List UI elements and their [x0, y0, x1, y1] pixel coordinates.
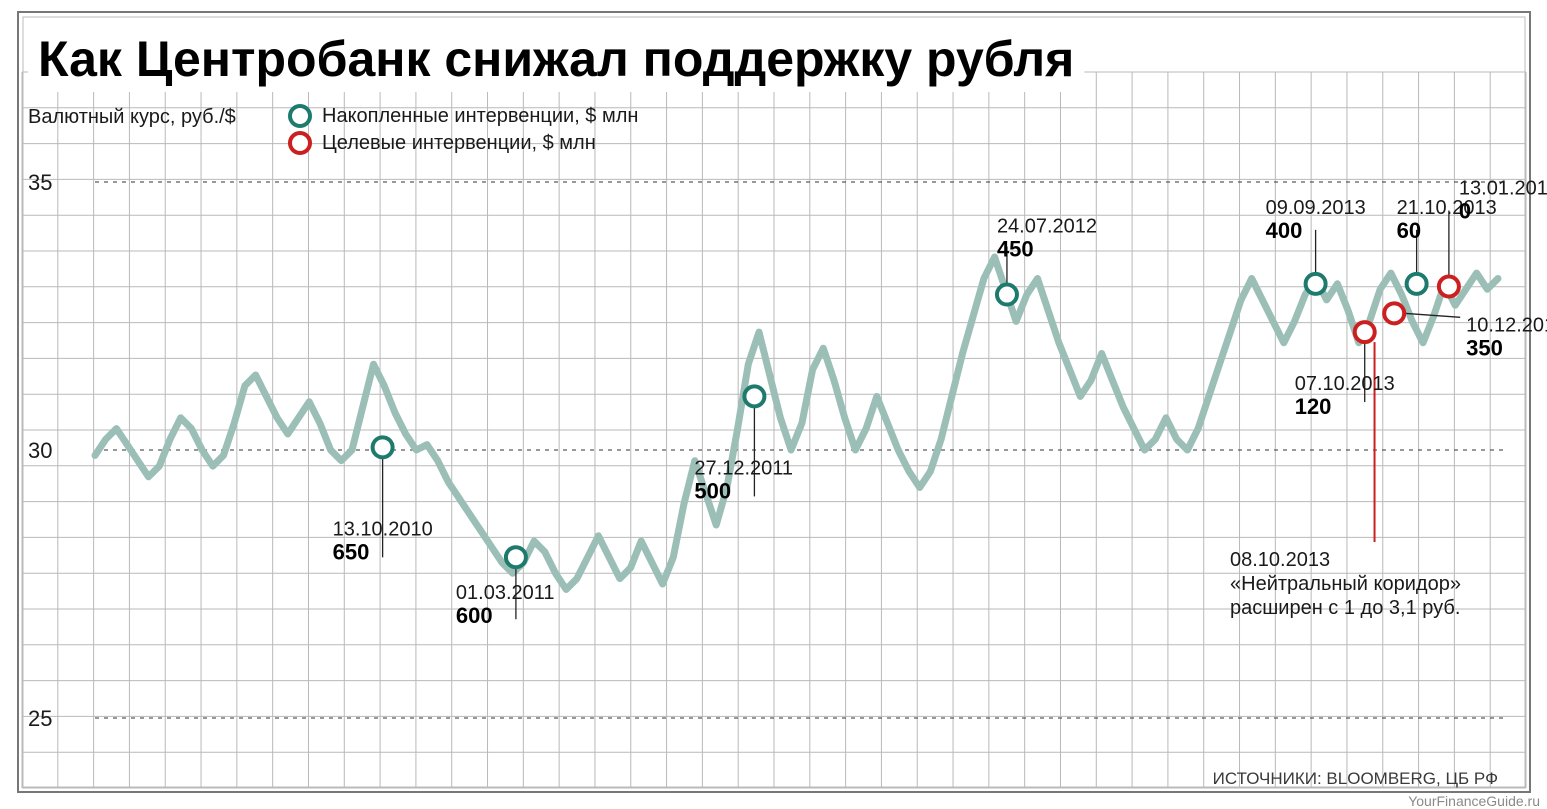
- callout-date: 27.12.2011: [694, 457, 793, 479]
- legend-marker-target: [290, 133, 310, 153]
- marker-accum: [506, 547, 526, 567]
- callout-date: 21.10.2013: [1397, 197, 1497, 219]
- callout-value: 650: [333, 539, 370, 564]
- callout-value: 500: [694, 478, 731, 503]
- chart-title: Как Центробанк снижал поддержку рубля: [38, 31, 1074, 87]
- callout-value: 350: [1466, 335, 1503, 360]
- grid: [22, 72, 1526, 788]
- marker-target: [1355, 322, 1375, 342]
- marker-accum: [997, 285, 1017, 305]
- callout-date: 13.01.2014: [1459, 178, 1547, 200]
- callout-date: 10.12.2013: [1466, 314, 1547, 336]
- callout-value: 400: [1266, 218, 1303, 243]
- callout-date: 13.10.2010: [333, 518, 433, 540]
- marker-accum: [373, 437, 393, 457]
- price-line: [95, 257, 1498, 589]
- callout-value: 120: [1295, 394, 1332, 419]
- legend-label: Целевые интервенции, $ млн: [322, 132, 596, 154]
- note-line: расширен с 1 до 3,1 руб.: [1230, 597, 1460, 619]
- y-tick-label: 30: [28, 438, 52, 463]
- marker-target: [1439, 277, 1459, 297]
- callout-date: 09.09.2013: [1266, 197, 1366, 219]
- marker-target: [1384, 303, 1404, 323]
- watermark: YourFinanceGuide.ru: [1408, 793, 1540, 809]
- marker-accum: [744, 386, 764, 406]
- callout-date: 07.10.2013: [1295, 373, 1395, 395]
- callout-value: 60: [1397, 218, 1421, 243]
- y-axis-title: Валютный курс, руб./$: [28, 106, 236, 128]
- legend-marker-accum: [290, 106, 310, 126]
- callout-value: 450: [997, 237, 1034, 262]
- callout-value: 600: [456, 603, 493, 628]
- y-tick-label: 35: [28, 170, 52, 195]
- marker-accum: [1407, 274, 1427, 294]
- source-label: ИСТОЧНИКИ: BLOOMBERG, ЦБ РФ: [1213, 769, 1498, 788]
- note-line: «Нейтральный коридор»: [1230, 573, 1461, 595]
- marker-accum: [1306, 274, 1326, 294]
- callout-value: 0: [1459, 199, 1471, 224]
- y-tick-label: 25: [28, 706, 52, 731]
- callout-date: 01.03.2011: [456, 582, 555, 604]
- legend-label: Накопленные интервенции, $ млн: [322, 105, 638, 127]
- note-date: 08.10.2013: [1230, 549, 1330, 571]
- callout-date: 24.07.2012: [997, 216, 1097, 238]
- chart-root: 35 30 25 Валютный курс, руб./$ Как Центробан…: [0, 0, 1547, 809]
